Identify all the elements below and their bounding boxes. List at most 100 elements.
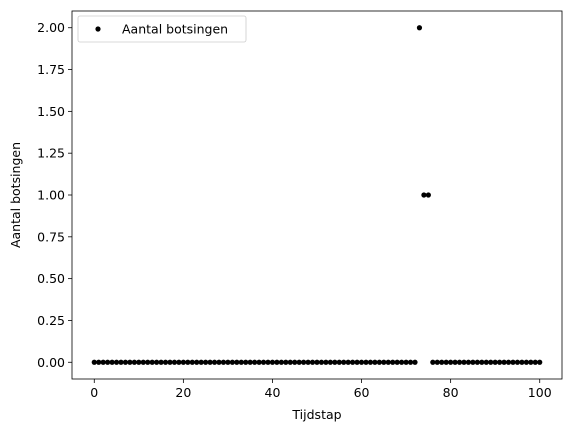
data-point bbox=[287, 359, 293, 365]
data-point bbox=[198, 359, 204, 365]
data-point bbox=[390, 359, 396, 365]
x-tick-label: 100 bbox=[528, 385, 552, 400]
data-point bbox=[252, 359, 258, 365]
data-point bbox=[470, 359, 476, 365]
data-point bbox=[381, 359, 387, 365]
legend-marker bbox=[95, 26, 101, 32]
data-point bbox=[350, 359, 356, 365]
data-point bbox=[154, 359, 160, 365]
data-point bbox=[465, 359, 472, 365]
data-point bbox=[456, 359, 463, 365]
legend-box bbox=[77, 15, 247, 43]
legend-label: Aantal botsingen bbox=[122, 22, 228, 37]
data-point bbox=[461, 359, 467, 365]
data-point bbox=[416, 25, 423, 31]
data-point bbox=[443, 359, 449, 365]
data-point bbox=[292, 359, 298, 365]
data-point bbox=[189, 359, 195, 365]
data-point bbox=[323, 359, 329, 365]
data-point bbox=[247, 359, 253, 365]
x-axis-ticks: 0 20 40 60 80 100 bbox=[90, 379, 552, 400]
data-point bbox=[207, 359, 213, 365]
data-point bbox=[100, 359, 106, 365]
y-tick-label: 0.50 bbox=[37, 271, 65, 286]
data-point bbox=[140, 359, 146, 365]
data-point bbox=[309, 359, 316, 365]
data-point bbox=[532, 359, 538, 365]
data-point bbox=[122, 359, 129, 365]
data-point bbox=[385, 359, 391, 365]
axes-frame bbox=[71, 10, 563, 380]
y-tick-label: 1.00 bbox=[37, 188, 65, 203]
data-point bbox=[497, 359, 503, 365]
data-point bbox=[372, 359, 378, 365]
data-point bbox=[105, 359, 111, 365]
data-point bbox=[283, 359, 289, 365]
data-point bbox=[403, 359, 409, 365]
data-point bbox=[278, 359, 284, 365]
data-point bbox=[149, 359, 155, 365]
data-point bbox=[229, 359, 235, 365]
data-point bbox=[176, 359, 182, 365]
data-point bbox=[265, 359, 271, 365]
data-point bbox=[452, 359, 458, 365]
data-point bbox=[211, 359, 218, 365]
data-point bbox=[394, 359, 400, 365]
data-point bbox=[220, 359, 227, 365]
data-point bbox=[363, 359, 369, 365]
data-point bbox=[514, 359, 521, 365]
data-point bbox=[474, 359, 480, 365]
data-point bbox=[314, 359, 320, 365]
y-tick-label: 0.75 bbox=[37, 229, 65, 244]
data-point bbox=[145, 359, 151, 365]
data-point bbox=[113, 359, 120, 365]
y-tick-label: 1.75 bbox=[37, 62, 65, 77]
data-point bbox=[519, 359, 525, 365]
data-point bbox=[185, 359, 191, 365]
data-point bbox=[421, 192, 427, 198]
x-axis-label: Tijdstap bbox=[291, 407, 341, 422]
data-point bbox=[118, 359, 124, 365]
data-point bbox=[256, 359, 262, 365]
data-point bbox=[505, 359, 512, 365]
y-axis-ticks: 0.00 0.25 0.50 0.75 1.00 1.25 1.50 1.75 2.00 bbox=[37, 20, 72, 370]
data-points bbox=[91, 25, 543, 365]
data-point bbox=[332, 359, 338, 365]
data-point bbox=[439, 359, 445, 365]
data-point bbox=[109, 359, 115, 365]
data-point bbox=[327, 359, 333, 365]
data-point bbox=[203, 359, 209, 365]
data-point bbox=[274, 359, 280, 365]
y-tick-label: 0.00 bbox=[37, 355, 65, 370]
data-point bbox=[171, 359, 178, 365]
data-point bbox=[162, 359, 169, 365]
y-tick-label: 2.00 bbox=[37, 20, 65, 35]
data-point bbox=[399, 359, 405, 365]
data-point bbox=[158, 359, 164, 365]
data-point bbox=[225, 359, 231, 365]
data-point bbox=[376, 359, 382, 365]
x-tick-label: 80 bbox=[443, 385, 459, 400]
data-point bbox=[318, 359, 325, 365]
data-point bbox=[354, 359, 360, 365]
data-point bbox=[243, 359, 249, 365]
data-point bbox=[488, 359, 494, 365]
data-point bbox=[180, 359, 186, 365]
data-point bbox=[96, 359, 102, 365]
data-point bbox=[537, 359, 543, 365]
data-point bbox=[341, 359, 347, 365]
y-axis-label: Aantal botsingen bbox=[8, 142, 23, 248]
data-point bbox=[136, 359, 142, 365]
data-point bbox=[127, 359, 133, 365]
y-tick-label: 0.25 bbox=[37, 313, 65, 328]
data-point bbox=[234, 359, 240, 365]
legend: Aantal botsingen bbox=[77, 15, 247, 43]
y-tick-label: 1.50 bbox=[37, 104, 65, 119]
data-point bbox=[167, 359, 173, 365]
data-point bbox=[91, 359, 97, 365]
data-point bbox=[305, 359, 311, 365]
data-point bbox=[216, 359, 222, 365]
